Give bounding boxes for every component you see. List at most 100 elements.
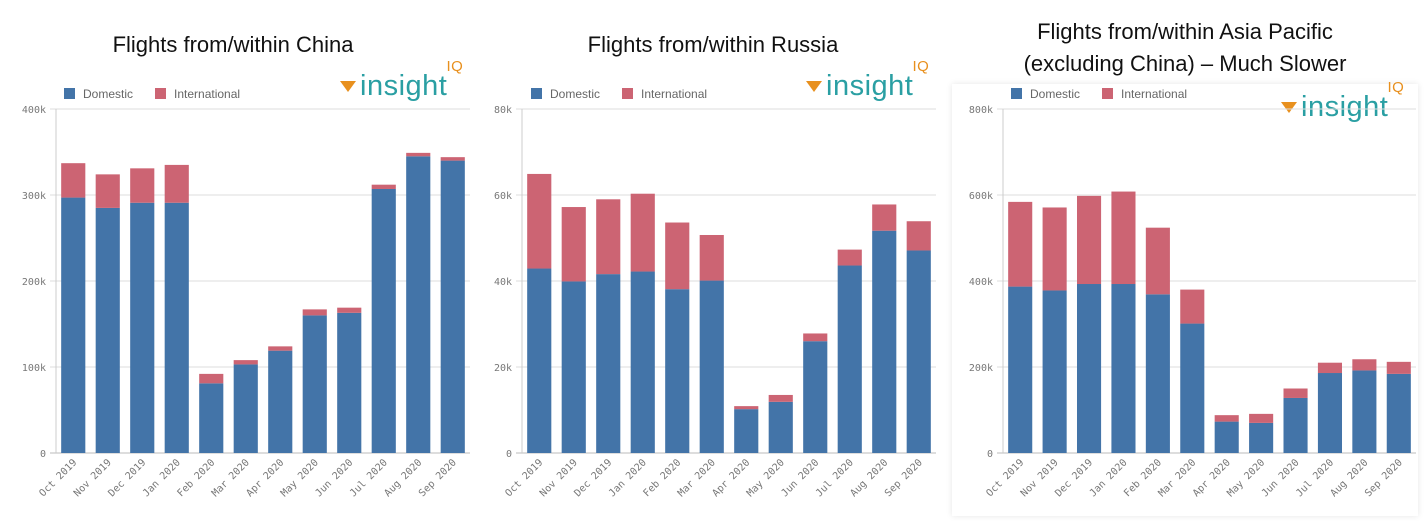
bar-international-feb-2020 xyxy=(1145,227,1170,295)
logo-superscript: IQ xyxy=(1387,79,1405,96)
y-tick-label: 20k xyxy=(494,363,512,374)
logo-text: insight xyxy=(1301,91,1389,123)
bar-international-jan-2020 xyxy=(630,193,655,272)
bar-international-apr-2020 xyxy=(268,346,293,351)
y-tick-label: 40k xyxy=(494,277,512,288)
chart-title-china: Flights from/within China xyxy=(112,32,354,57)
legend-item-domestic[interactable]: Domestic xyxy=(1011,87,1080,101)
legend-asia-pacific: Domestic International xyxy=(1011,87,1187,101)
bar-domestic-oct-2019 xyxy=(61,197,86,453)
x-tick-label: Sep 2020 xyxy=(417,457,459,499)
legend-item-international[interactable]: International xyxy=(1102,87,1187,101)
bar-international-aug-2020 xyxy=(406,152,431,157)
bar-international-jul-2020 xyxy=(371,184,396,189)
bar-international-oct-2019 xyxy=(527,173,552,269)
bar-domestic-apr-2020 xyxy=(268,350,293,453)
bar-domestic-may-2020 xyxy=(302,315,327,453)
bar-international-nov-2019 xyxy=(1042,207,1067,291)
legend-item-domestic[interactable]: Domestic xyxy=(531,87,600,101)
bar-domestic-dec-2019 xyxy=(596,274,621,453)
bar-domestic-sep-2020 xyxy=(440,160,465,453)
bar-domestic-aug-2020 xyxy=(406,156,431,454)
bar-international-oct-2019 xyxy=(61,163,86,198)
bar-international-mar-2020 xyxy=(699,234,724,281)
bar-domestic-jul-2020 xyxy=(837,265,862,453)
legend-label: Domestic xyxy=(550,87,601,101)
insightiq-logo: insight IQ xyxy=(1281,79,1404,124)
x-tick-label: Sep 2020 xyxy=(883,457,925,499)
logo-mark-icon xyxy=(806,81,822,92)
bar-international-apr-2020 xyxy=(1214,415,1239,422)
bar-international-apr-2020 xyxy=(734,406,759,410)
bar-domestic-nov-2019 xyxy=(1042,290,1067,453)
legend-item-domestic[interactable]: Domestic xyxy=(64,87,133,101)
bar-domestic-apr-2020 xyxy=(1214,421,1239,453)
logo-text: insight xyxy=(360,70,448,102)
y-tick-label: 400k xyxy=(969,277,993,288)
bar-domestic-apr-2020 xyxy=(734,409,759,453)
bar-domestic-jan-2020 xyxy=(164,202,189,453)
bar-international-may-2020 xyxy=(768,394,793,402)
bar-domestic-may-2020 xyxy=(768,401,793,453)
bar-international-feb-2020 xyxy=(199,373,224,384)
bar-international-mar-2020 xyxy=(1180,289,1205,324)
bar-international-jun-2020 xyxy=(803,333,828,342)
y-tick-label: 600k xyxy=(969,191,993,202)
legend-label: International xyxy=(641,87,708,101)
bar-domestic-jun-2020 xyxy=(803,341,828,453)
bar-domestic-dec-2019 xyxy=(130,202,155,453)
bar-domestic-dec-2019 xyxy=(1076,284,1102,453)
logo-mark-icon xyxy=(1281,102,1297,113)
bar-international-nov-2019 xyxy=(561,207,586,282)
bar-international-jul-2020 xyxy=(1317,362,1343,374)
y-tick-label: 0 xyxy=(506,449,512,460)
bar-international-dec-2019 xyxy=(130,168,155,203)
bar-domestic-sep-2020 xyxy=(906,250,931,453)
bar-domestic-jan-2020 xyxy=(1111,284,1136,453)
logo-text: insight xyxy=(826,70,914,102)
legend-label: International xyxy=(174,87,241,101)
y-tick-label: 400k xyxy=(22,105,46,116)
y-tick-label: 200k xyxy=(22,277,46,288)
bar-international-oct-2019 xyxy=(1008,201,1033,287)
chart-title-line-1: Flights from/within Asia Pacific xyxy=(1037,19,1333,44)
bar-international-aug-2020 xyxy=(872,204,897,231)
bar-international-mar-2020 xyxy=(233,360,258,365)
bar-international-jan-2020 xyxy=(1111,191,1136,285)
y-tick-label: 800k xyxy=(969,105,993,116)
y-tick-label: 300k xyxy=(22,191,46,202)
legend-label: Domestic xyxy=(83,87,134,101)
bar-domestic-aug-2020 xyxy=(1352,370,1377,453)
legend-label: Domestic xyxy=(1030,87,1081,101)
bar-domestic-jan-2020 xyxy=(630,271,655,453)
y-tick-label: 0 xyxy=(987,449,993,460)
bar-domestic-jun-2020 xyxy=(337,312,362,453)
y-tick-label: 200k xyxy=(969,363,993,374)
bar-domestic-oct-2019 xyxy=(1008,286,1033,453)
y-tick-label: 100k xyxy=(22,363,46,374)
bar-international-jul-2020 xyxy=(837,249,862,266)
y-tick-label: 0 xyxy=(40,449,46,460)
bar-international-dec-2019 xyxy=(596,199,621,275)
domestic-swatch xyxy=(1011,88,1022,99)
bar-domestic-aug-2020 xyxy=(872,230,897,453)
x-tick-label: Sep 2020 xyxy=(1363,457,1405,499)
insightiq-logo: insight IQ xyxy=(806,58,929,103)
bar-international-jan-2020 xyxy=(164,164,189,203)
legend-item-international[interactable]: International xyxy=(155,87,240,101)
bar-international-sep-2020 xyxy=(906,221,931,251)
bar-domestic-nov-2019 xyxy=(95,207,120,453)
insightiq-logo: insight IQ xyxy=(340,58,463,103)
chart-title-asia-pacific: Flights from/within Asia Pacific (exclud… xyxy=(980,16,1390,80)
bar-international-jun-2020 xyxy=(1283,388,1308,398)
logo-superscript: IQ xyxy=(912,58,930,75)
international-swatch xyxy=(622,88,634,99)
domestic-swatch xyxy=(64,88,75,99)
bar-domestic-mar-2020 xyxy=(699,280,724,453)
bar-international-aug-2020 xyxy=(1352,359,1377,371)
bar-international-may-2020 xyxy=(302,309,327,316)
bar-domestic-jul-2020 xyxy=(371,188,396,454)
legend-item-international[interactable]: International xyxy=(622,87,707,101)
international-swatch xyxy=(155,88,167,99)
